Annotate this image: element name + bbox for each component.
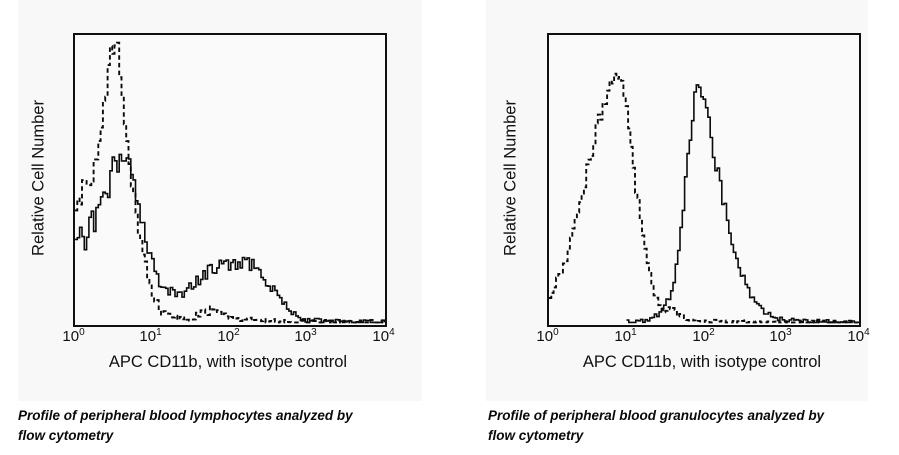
isotype-control-curve xyxy=(549,72,859,324)
histogram-plot xyxy=(75,41,385,324)
y-axis-label: Relative Cell Number xyxy=(29,100,48,256)
figure-caption-granulocytes: Profile of peripheral blood granulocytes… xyxy=(488,408,825,444)
x-axis-ticks: 100 101 102 103 104 xyxy=(486,327,870,350)
x-tick: 104 xyxy=(372,327,395,346)
x-tick: 102 xyxy=(692,327,715,346)
x-tick: 103 xyxy=(769,327,792,346)
x-tick: 100 xyxy=(62,327,85,346)
isotype-control-curve xyxy=(75,41,385,324)
histogram-plot xyxy=(549,72,859,324)
plot-area xyxy=(73,33,387,327)
lymphocytes-figure-panel: Relative Cell Number 100 101 102 103 104… xyxy=(18,0,422,401)
x-tick: 100 xyxy=(536,327,559,346)
x-tick: 102 xyxy=(217,327,240,346)
cd11b-stained-curve xyxy=(626,84,859,324)
x-tick: 104 xyxy=(847,327,870,346)
x-axis-ticks: 100 101 102 103 104 xyxy=(18,328,422,350)
x-axis-label: APC CD11b, with isotype control xyxy=(108,353,348,371)
plot-area xyxy=(547,33,861,327)
x-axis-label: APC CD11b, with isotype control xyxy=(582,353,822,371)
x-tick: 101 xyxy=(139,327,162,346)
figure-caption-lymphocytes: Profile of peripheral blood lymphocytes … xyxy=(18,408,353,444)
cd11b-stained-curve xyxy=(75,153,385,324)
granulocytes-figure-panel: Relative Cell Number 100 101 102 103 104… xyxy=(486,0,870,401)
x-tick: 103 xyxy=(294,327,317,346)
x-tick: 101 xyxy=(614,327,637,346)
y-axis-label: Relative Cell Number xyxy=(501,100,520,256)
